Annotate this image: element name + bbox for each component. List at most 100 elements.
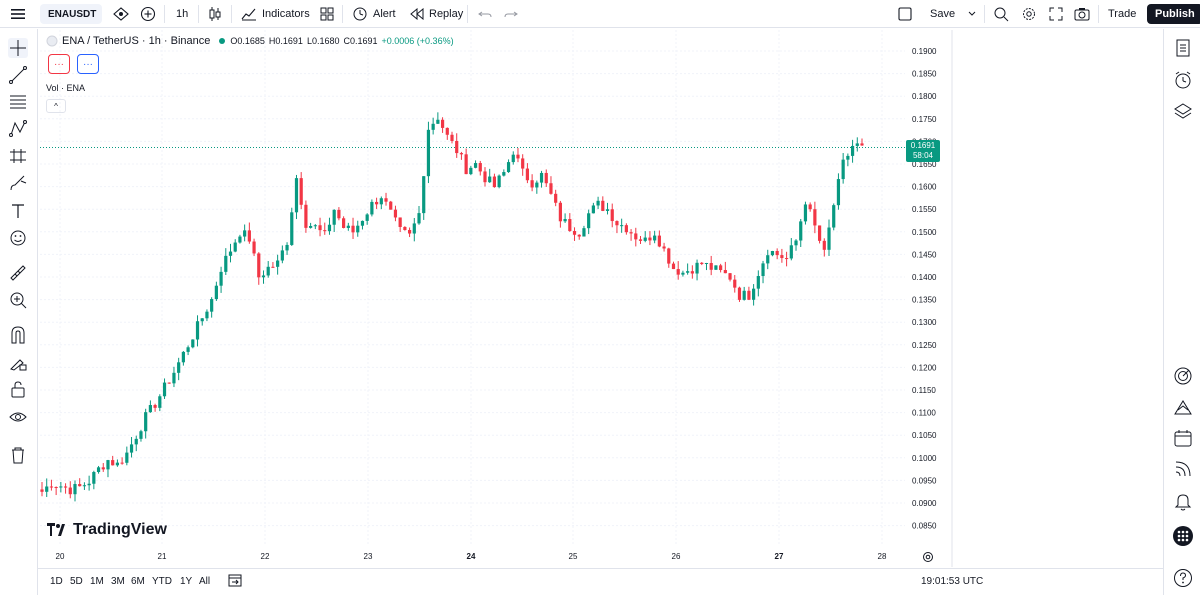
brush-icon[interactable]: [8, 173, 28, 193]
candle: [96, 465, 101, 474]
candle: [360, 220, 365, 230]
ruler-icon[interactable]: [8, 263, 28, 283]
alerts-clock-icon[interactable]: [1173, 70, 1193, 90]
eye-icon[interactable]: [8, 407, 28, 427]
candle-body: [440, 119, 445, 128]
candles-icon[interactable]: [206, 4, 224, 24]
candle: [615, 220, 619, 234]
candle: [733, 275, 737, 293]
tradingview-logo[interactable]: TradingView: [47, 521, 167, 539]
range-button-5d[interactable]: 5D: [70, 576, 83, 587]
candle: [177, 357, 181, 381]
go-to-date-icon[interactable]: [228, 573, 242, 590]
candle: [832, 203, 836, 231]
axis-settings-icon[interactable]: [923, 552, 933, 562]
candle-body: [709, 263, 713, 270]
candle-body: [233, 242, 237, 252]
undo-icon[interactable]: [477, 4, 493, 24]
last-price-value: 0.1691: [910, 141, 936, 150]
redo-icon[interactable]: [503, 4, 519, 24]
candle: [695, 259, 699, 281]
zoom-in-icon[interactable]: [8, 290, 28, 310]
trash-icon[interactable]: [8, 445, 28, 465]
camera-icon[interactable]: [1073, 4, 1091, 24]
candle-body: [365, 214, 369, 221]
fullscreen-icon[interactable]: [1047, 4, 1065, 24]
emoji-icon[interactable]: [8, 228, 28, 248]
range-button-1y[interactable]: 1Y: [180, 576, 193, 587]
candle-body: [752, 288, 756, 300]
alert-clock-icon: [353, 7, 367, 21]
candle-body: [40, 489, 44, 492]
candle-body: [525, 168, 530, 181]
candle-body: [733, 279, 737, 288]
apps-icon[interactable]: [1173, 526, 1193, 546]
buy-button[interactable]: ···: [77, 54, 99, 74]
candle-body: [172, 372, 176, 384]
magnet-icon[interactable]: [8, 325, 28, 345]
menu-icon[interactable]: [8, 4, 28, 24]
lock-drawings-icon[interactable]: [8, 352, 28, 372]
candle: [822, 238, 826, 257]
tv-logo-icon: [47, 523, 65, 536]
layout-grid-icon[interactable]: [318, 4, 336, 24]
notifications-icon[interactable]: [1173, 491, 1193, 511]
candle-body: [766, 255, 770, 264]
symbol-search-button[interactable]: ENAUSDT: [40, 4, 102, 24]
range-button-ytd[interactable]: YTD: [152, 576, 172, 587]
candle: [761, 260, 765, 284]
pattern-icon[interactable]: [8, 119, 28, 139]
settings-gear-icon[interactable]: [1020, 4, 1038, 24]
add-symbol-icon[interactable]: [139, 4, 157, 24]
trend-line-icon[interactable]: [8, 65, 28, 85]
eye-icon[interactable]: [112, 4, 130, 24]
watchlist-icon[interactable]: [1173, 38, 1193, 58]
candle: [742, 286, 746, 301]
help-icon[interactable]: [1173, 568, 1193, 588]
candle-body: [351, 225, 355, 233]
fullscreen-toggle-icon[interactable]: [896, 4, 914, 24]
alert-button[interactable]: Alert: [352, 4, 396, 24]
replay-button[interactable]: Replay: [410, 4, 463, 24]
layers-icon[interactable]: [1173, 101, 1193, 121]
candle: [158, 394, 162, 412]
ideas-icon[interactable]: [1173, 397, 1193, 417]
quick-search-icon[interactable]: [992, 4, 1010, 24]
utc-clock[interactable]: 19:01:53 UTC: [921, 576, 984, 587]
crosshair-icon[interactable]: [8, 38, 28, 58]
candle: [181, 351, 185, 366]
interval-button[interactable]: 1h: [176, 4, 188, 24]
candle: [422, 176, 426, 220]
calendar-icon[interactable]: [1173, 428, 1193, 448]
range-button-1m[interactable]: 1M: [90, 576, 104, 587]
forecast-icon[interactable]: [8, 146, 28, 166]
stream-icon[interactable]: [1173, 459, 1193, 479]
candle: [309, 222, 313, 229]
trade-button[interactable]: Trade: [1108, 4, 1136, 24]
divider: [231, 5, 232, 23]
fib-icon[interactable]: [8, 92, 28, 112]
range-button-6m[interactable]: 6M: [131, 576, 145, 587]
save-button[interactable]: Save: [930, 4, 955, 24]
range-button-all[interactable]: All: [199, 576, 211, 587]
candle: [657, 230, 661, 248]
publish-button[interactable]: Publish: [1147, 4, 1200, 24]
range-button-3m[interactable]: 3M: [111, 576, 125, 587]
indicators-button[interactable]: Indicators: [241, 4, 310, 24]
candle-body: [464, 154, 468, 175]
sell-button[interactable]: ···: [48, 54, 70, 74]
candle-body: [827, 227, 831, 250]
text-icon[interactable]: [8, 201, 28, 221]
range-button-1d[interactable]: 1D: [50, 576, 63, 587]
collapse-legend-button[interactable]: ^: [46, 99, 66, 113]
candle-body: [346, 225, 350, 228]
chevron-down-icon[interactable]: [967, 4, 977, 24]
lock-icon[interactable]: [8, 379, 28, 399]
candle-body: [337, 209, 341, 219]
target-icon[interactable]: [1173, 366, 1193, 386]
candle-body: [653, 235, 657, 241]
candle-body: [648, 237, 652, 241]
candle: [629, 229, 633, 241]
